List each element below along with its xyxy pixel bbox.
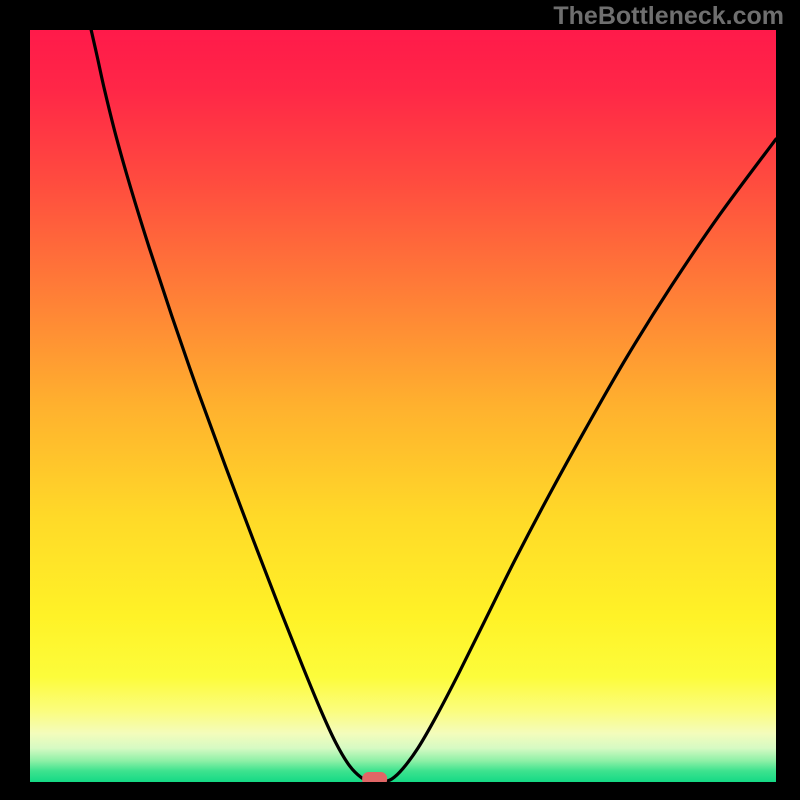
chart-border-bottom [0, 782, 800, 800]
watermark-text: TheBottleneck.com [553, 2, 784, 31]
plot-area [30, 30, 776, 782]
chart-border-left [0, 0, 30, 800]
chart-svg [30, 30, 776, 782]
chart-border-right [776, 0, 800, 800]
gradient-background [30, 30, 776, 782]
